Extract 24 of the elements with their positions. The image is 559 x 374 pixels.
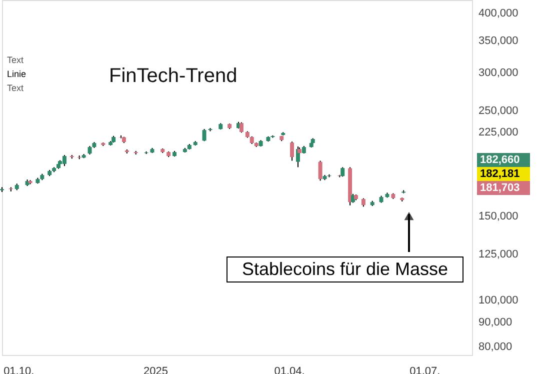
y-tick-label: 300,000 (478, 67, 518, 80)
y-tick-label: 225,000 (478, 126, 518, 139)
y-tick-label: 400,000 (478, 8, 518, 20)
annotation: Text (7, 83, 24, 93)
candlestick (239, 122, 244, 134)
text: 181,703 (480, 182, 520, 194)
y-tick-label: 350,000 (478, 35, 518, 48)
text: 182,181 (480, 168, 520, 180)
text: 182,660 (480, 154, 520, 166)
candlestick (340, 166, 345, 178)
y-tick-label: 80,000 (478, 340, 512, 353)
annotation: Text (7, 55, 24, 65)
annotation: Stablecoins für die Masse (242, 259, 448, 279)
candlestick (202, 128, 206, 142)
y-tick-label: 100,000 (478, 294, 518, 307)
y-tick-label: 150,000 (478, 210, 518, 223)
candlestick (290, 141, 294, 162)
annotation: Linie (7, 69, 26, 79)
y-tick-label: 125,000 (478, 248, 518, 260)
annotation: FinTech-Trend (109, 65, 238, 87)
candlestick (62, 154, 66, 167)
candlestick (318, 160, 322, 182)
y-tick-label: 250,000 (478, 104, 518, 117)
y-tick-label: 90,000 (478, 316, 512, 328)
